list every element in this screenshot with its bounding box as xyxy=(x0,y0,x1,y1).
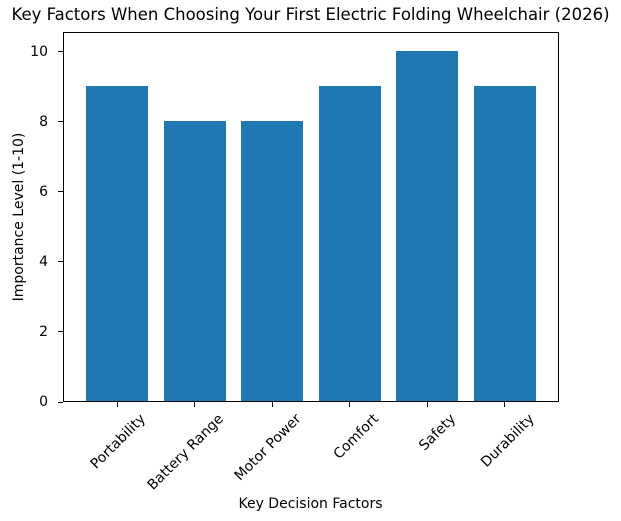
bar-motor-power xyxy=(241,120,304,401)
y-tick-label-10: 10 xyxy=(30,44,48,60)
y-tick-label-0: 0 xyxy=(39,394,48,410)
x-tick-mark-battery-range xyxy=(194,402,195,407)
bar-safety xyxy=(396,50,459,401)
x-tick-label-durability: Durability xyxy=(477,411,538,471)
y-tick-label-8: 8 xyxy=(39,114,48,130)
y-tick-mark-10 xyxy=(58,51,63,52)
bar-portability xyxy=(86,85,149,401)
bar-durability xyxy=(473,85,536,401)
x-tick-label-safety: Safety xyxy=(416,411,460,454)
y-tick-label-4: 4 xyxy=(39,254,48,270)
x-tick-label-motor-power: Motor Power xyxy=(231,411,305,484)
bar-battery-range xyxy=(163,120,226,401)
y-tick-mark-8 xyxy=(58,121,63,122)
x-tick-mark-portability xyxy=(117,402,118,407)
x-tick-label-portability: Portability xyxy=(88,411,150,473)
x-tick-mark-comfort xyxy=(349,402,350,407)
bar-comfort xyxy=(318,85,381,401)
y-tick-mark-4 xyxy=(58,261,63,262)
x-tick-mark-motor-power xyxy=(272,402,273,407)
y-tick-mark-6 xyxy=(58,191,63,192)
plot-area xyxy=(63,32,559,402)
y-axis-label: Importance Level (1-10) xyxy=(11,132,27,302)
x-tick-label-comfort: Comfort xyxy=(330,411,383,463)
y-tick-mark-0 xyxy=(58,402,63,403)
x-tick-label-battery-range: Battery Range xyxy=(144,411,228,494)
x-axis-label: Key Decision Factors xyxy=(238,496,383,512)
x-tick-mark-safety xyxy=(427,402,428,407)
y-tick-label-2: 2 xyxy=(39,324,48,340)
y-tick-mark-2 xyxy=(58,331,63,332)
y-tick-label-6: 6 xyxy=(39,184,48,200)
x-tick-mark-durability xyxy=(504,402,505,407)
chart-title: Key Factors When Choosing Your First Ele… xyxy=(11,5,610,24)
